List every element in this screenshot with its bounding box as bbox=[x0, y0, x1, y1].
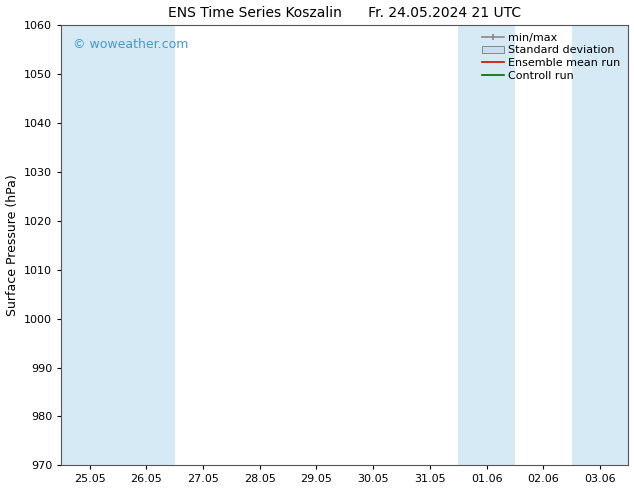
Y-axis label: Surface Pressure (hPa): Surface Pressure (hPa) bbox=[6, 174, 18, 316]
Legend: min/max, Standard deviation, Ensemble mean run, Controll run: min/max, Standard deviation, Ensemble me… bbox=[479, 30, 623, 83]
Text: © woweather.com: © woweather.com bbox=[73, 38, 188, 51]
Bar bbox=[458, 25, 515, 465]
Bar bbox=[572, 25, 628, 465]
Title: ENS Time Series Koszalin      Fr. 24.05.2024 21 UTC: ENS Time Series Koszalin Fr. 24.05.2024 … bbox=[168, 5, 521, 20]
Bar bbox=[61, 25, 175, 465]
